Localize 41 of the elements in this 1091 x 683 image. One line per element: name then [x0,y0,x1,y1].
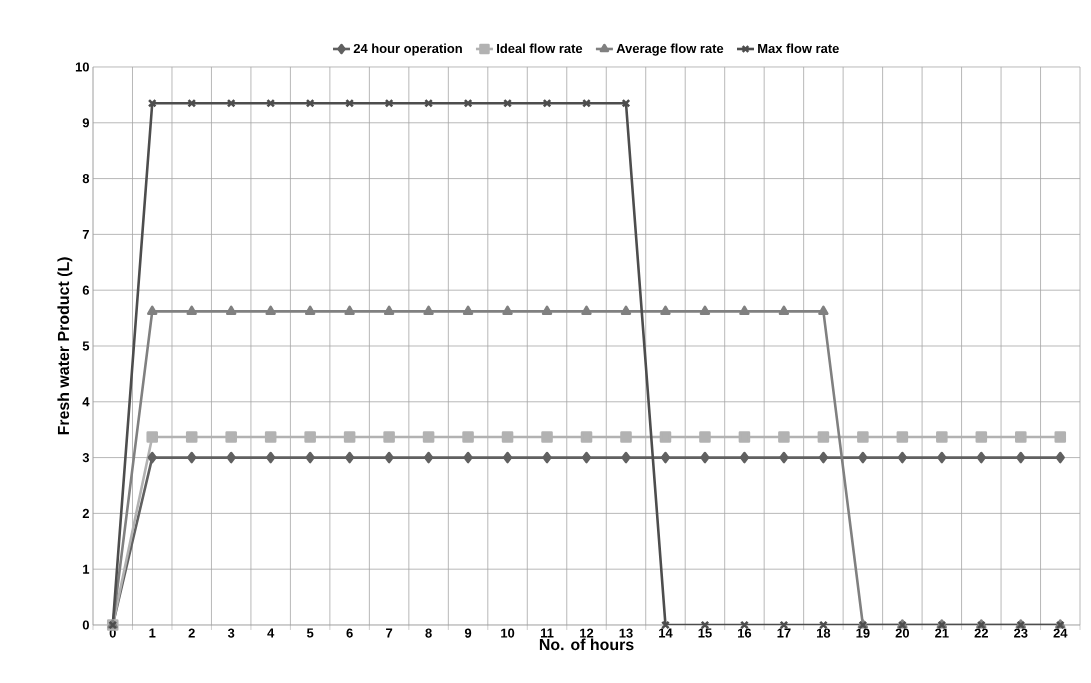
x-tick-label: 10 [501,628,515,638]
x-tick-label: 21 [935,628,949,638]
x-tick-label: 17 [777,628,791,638]
x-tick-label: 5 [306,628,314,638]
y-tick-label: 4 [82,397,90,407]
x-tick-label: 7 [386,628,393,638]
y-tick-label: 10 [75,62,89,72]
y-axis-title: Fresh water Product (L) [57,257,73,435]
x-tick-label: 23 [1014,628,1028,638]
x-tick-label: 15 [698,628,712,638]
x-tick-label: 1 [149,628,156,638]
x-tick-label: 19 [856,628,870,638]
x-tick-label: 12 [580,628,594,638]
x-tick-label: 11 [541,628,554,638]
y-tick-label: 3 [82,452,90,463]
y-tick-label: 1 [83,564,90,574]
x-tick-label: 14 [659,628,673,638]
legend-label: Ideal flow rate [497,43,583,54]
x-tick-label: 20 [895,628,910,638]
x-tick-label: 3 [227,628,235,638]
y-tick-label: 9 [82,118,90,128]
x-tick-label: 18 [817,628,831,638]
legend-label: Max flow rate [758,43,839,54]
x-tick-label: 22 [974,628,988,638]
y-tick-label: 5 [82,341,90,351]
x-tick-label: 24 [1053,628,1068,638]
y-tick-label: 7 [82,229,89,239]
x-tick-label: 8 [425,628,432,638]
x-tick-label: 4 [267,628,275,638]
y-tick-label: 2 [82,508,89,518]
x-tick-label: 9 [464,628,472,638]
x-axis-title: No. of hours [539,638,634,651]
x-tick-label: 16 [738,628,752,638]
y-tick-label: 8 [82,173,90,184]
x-tick-label: 2 [188,628,195,638]
y-tick-label: 6 [82,285,90,295]
x-tick-label: 6 [346,628,353,638]
y-tick-label: 0 [82,620,89,630]
legend-label: Average flow rate [616,43,724,56]
legend-label: 24 hour operation [353,43,462,56]
x-tick-label: 13 [619,628,633,638]
